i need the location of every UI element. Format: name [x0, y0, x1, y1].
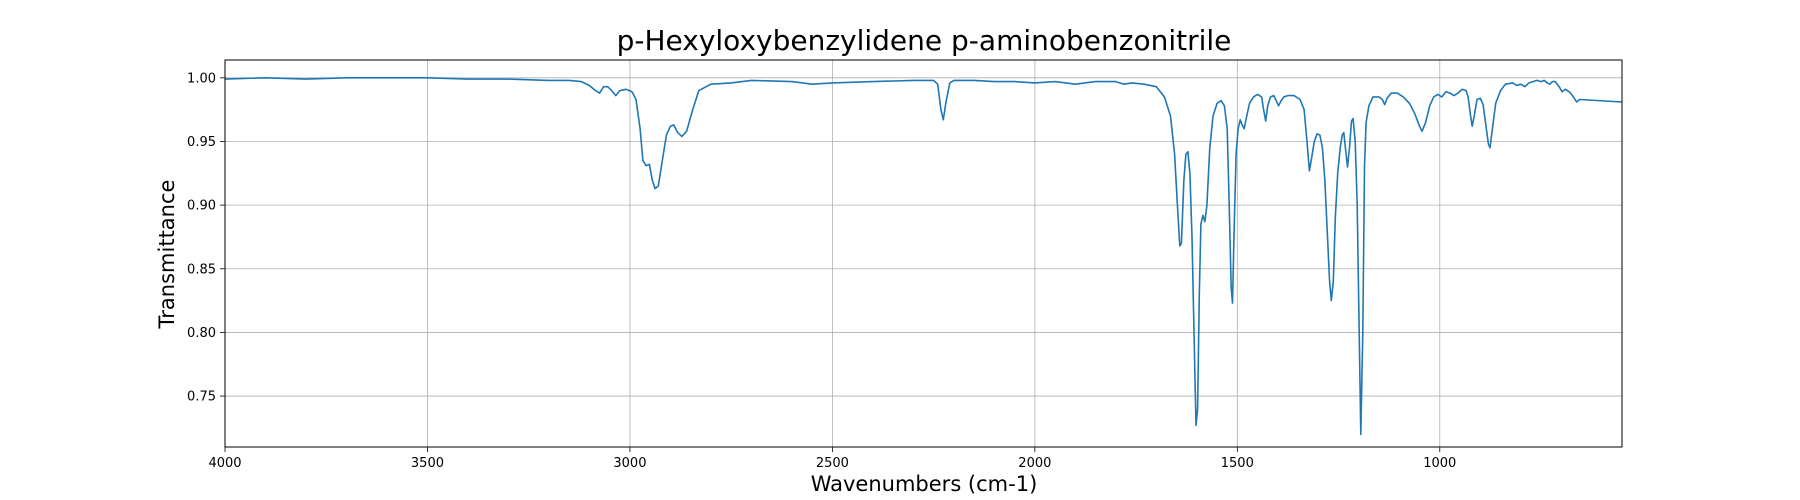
y-axis-title: Transmittance — [155, 180, 179, 330]
x-tick-label: 1000 — [1423, 456, 1456, 471]
x-tick-label: 3000 — [613, 456, 646, 471]
x-axis-title: Wavenumbers (cm-1) — [811, 472, 1038, 496]
grid-lines — [224, 60, 1622, 447]
y-tick-label: 0.75 — [187, 390, 216, 405]
y-tick-label: 0.90 — [187, 199, 216, 214]
y-tick-label: 0.85 — [187, 262, 216, 277]
y-tick-label: 0.95 — [187, 135, 216, 150]
transmittance-line — [224, 77, 1623, 436]
y-axis-ticks: 0.75 0.80 0.85 0.90 0.95 1.00 — [187, 71, 225, 405]
x-tick-label: 2000 — [1018, 456, 1051, 471]
plot-frame — [224, 59, 1623, 448]
x-tick-label: 2500 — [816, 456, 849, 471]
x-tick-label: 1500 — [1221, 456, 1254, 471]
y-tick-label: 0.80 — [187, 326, 216, 341]
x-axis-ticks: 4000 3500 3000 2500 2000 1500 1000 — [208, 447, 1456, 471]
x-tick-label: 4000 — [208, 456, 241, 471]
y-tick-label: 1.00 — [187, 71, 216, 86]
x-tick-label: 3500 — [411, 456, 444, 471]
chart-title: p-Hexyloxybenzylidene p-aminobenzonitril… — [617, 24, 1232, 57]
